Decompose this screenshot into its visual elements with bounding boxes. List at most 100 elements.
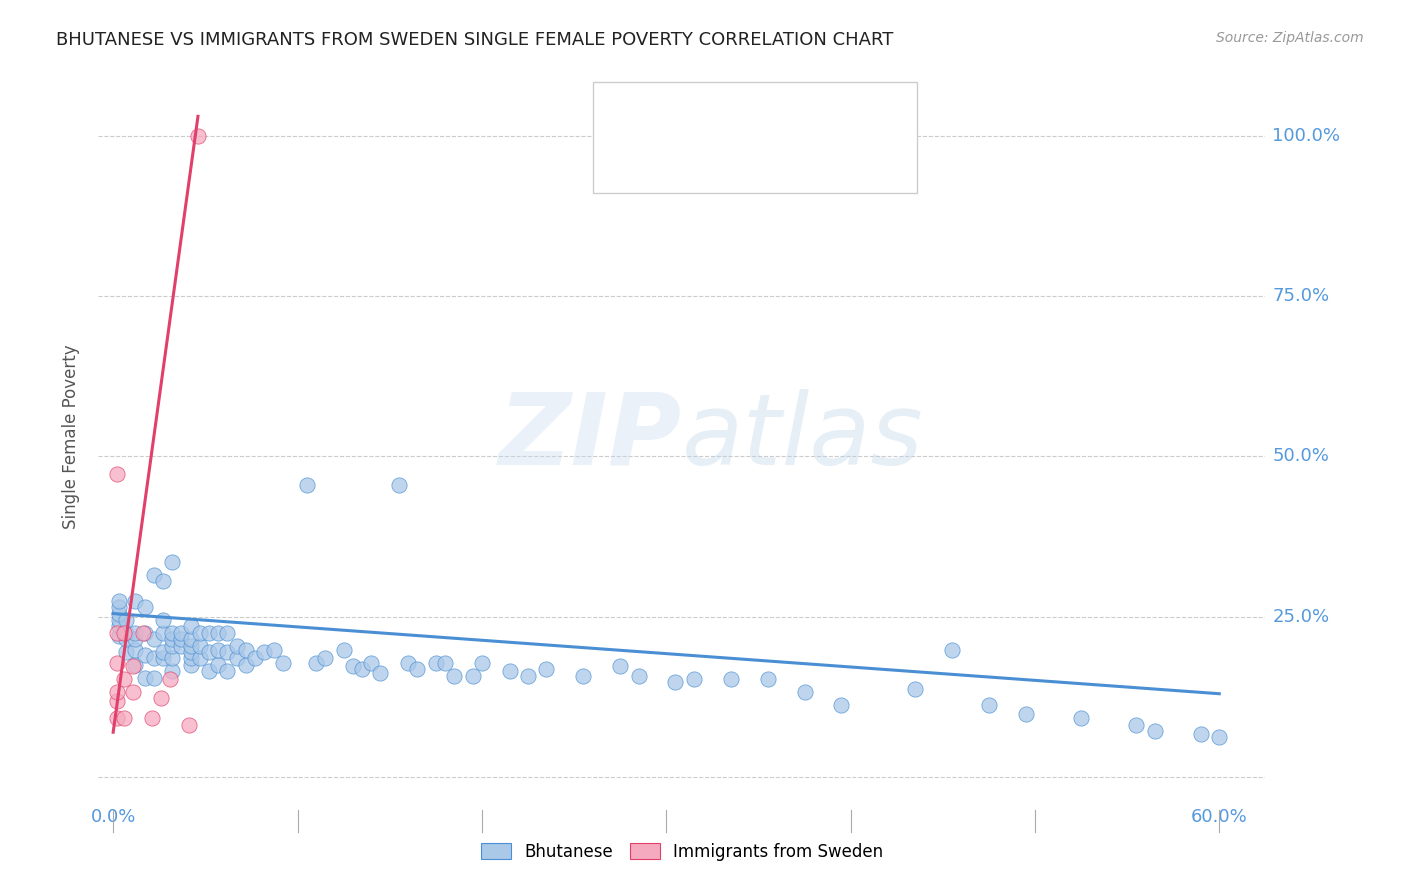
Point <box>756 672 779 686</box>
Point <box>105 685 128 699</box>
Point <box>207 643 229 657</box>
Point <box>170 632 193 647</box>
Point <box>152 651 174 665</box>
Point <box>461 669 484 683</box>
Point <box>396 656 419 670</box>
Point <box>941 643 963 657</box>
Text: atlas: atlas <box>682 389 924 485</box>
Point <box>225 651 247 665</box>
Point <box>124 643 146 657</box>
Point <box>217 665 239 679</box>
Point <box>107 629 129 643</box>
Point <box>122 659 145 673</box>
Point <box>105 467 128 481</box>
Point <box>1189 726 1212 740</box>
Point <box>609 659 631 673</box>
Point <box>572 669 595 683</box>
Point <box>115 613 138 627</box>
Point <box>142 632 165 647</box>
Point <box>112 711 135 725</box>
Point <box>124 625 146 640</box>
Point <box>443 669 465 683</box>
Point <box>160 555 183 569</box>
Point <box>536 662 558 676</box>
Point <box>207 657 229 672</box>
Point <box>342 659 364 673</box>
Point <box>177 717 200 731</box>
Point <box>180 619 202 633</box>
Point <box>180 651 202 665</box>
Point <box>124 657 146 672</box>
Text: BHUTANESE VS IMMIGRANTS FROM SWEDEN SINGLE FEMALE POVERTY CORRELATION CHART: BHUTANESE VS IMMIGRANTS FROM SWEDEN SING… <box>56 31 894 49</box>
Point <box>131 625 153 640</box>
Point <box>152 645 174 659</box>
Point <box>105 711 128 725</box>
Point <box>235 643 257 657</box>
Point <box>793 685 815 699</box>
Point <box>263 643 285 657</box>
Text: 50.0%: 50.0% <box>1272 447 1329 466</box>
Point <box>198 625 221 640</box>
Point <box>152 574 174 589</box>
Point <box>134 600 156 615</box>
Point <box>187 128 209 143</box>
Point <box>425 656 447 670</box>
Point <box>498 665 520 679</box>
Point <box>124 632 146 647</box>
Point <box>105 656 128 670</box>
Point <box>180 639 202 653</box>
Text: 25.0%: 25.0% <box>1272 607 1330 625</box>
Text: R = -0.334   N = 101: R = -0.334 N = 101 <box>659 106 848 124</box>
Point <box>1143 723 1166 738</box>
Point <box>188 651 211 665</box>
Point <box>243 651 266 665</box>
Point <box>142 568 165 582</box>
Point <box>160 639 183 653</box>
Point <box>977 698 1000 712</box>
Point <box>305 656 328 670</box>
Point <box>198 645 221 659</box>
Point <box>207 625 229 640</box>
Point <box>720 672 742 686</box>
Point <box>105 625 128 640</box>
Point <box>105 694 128 708</box>
Point <box>683 672 706 686</box>
Point <box>112 672 135 686</box>
Point <box>664 675 686 690</box>
Point <box>627 669 650 683</box>
Point <box>1015 707 1038 722</box>
Point <box>217 645 239 659</box>
Point <box>160 625 183 640</box>
Point <box>1208 731 1230 745</box>
Point <box>112 625 135 640</box>
Point <box>188 639 211 653</box>
Point <box>295 478 318 492</box>
Point <box>170 625 193 640</box>
Point <box>152 613 174 627</box>
Point <box>271 656 294 670</box>
Point <box>217 625 239 640</box>
Point <box>1070 711 1092 725</box>
Point <box>904 681 927 696</box>
Point <box>107 593 129 607</box>
Point <box>122 685 145 699</box>
Point <box>434 656 457 670</box>
Point <box>388 478 411 492</box>
Point <box>159 672 181 686</box>
Point <box>115 645 138 659</box>
Point <box>471 656 494 670</box>
Point <box>150 691 173 706</box>
Point <box>107 619 129 633</box>
Point <box>142 671 165 685</box>
Point <box>235 657 257 672</box>
Point <box>107 607 129 621</box>
Point <box>160 651 183 665</box>
Point <box>170 639 193 653</box>
Point <box>141 711 163 725</box>
Point <box>517 669 540 683</box>
Point <box>107 613 129 627</box>
Point <box>406 662 429 676</box>
Point <box>360 656 382 670</box>
Point <box>160 632 183 647</box>
Point <box>370 665 392 680</box>
